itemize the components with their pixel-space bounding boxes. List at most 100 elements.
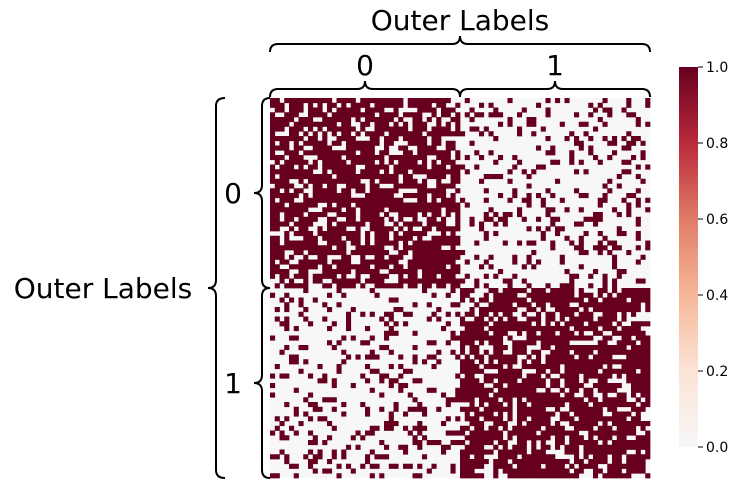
- heatmap-cell: [517, 131, 523, 137]
- heatmap-cell: [393, 221, 399, 227]
- heatmap-cell: [588, 302, 594, 308]
- top-outer-brace: [269, 35, 651, 53]
- heatmap-cell: [502, 307, 508, 313]
- heatmap-cell: [412, 221, 418, 227]
- heatmap-cell: [384, 136, 390, 142]
- heatmap-cell: [559, 468, 565, 474]
- heatmap-cell: [322, 121, 328, 127]
- heatmap-cell: [298, 107, 304, 113]
- heatmap-cell: [331, 278, 337, 284]
- heatmap-cell: [384, 454, 390, 460]
- heatmap-cell: [403, 150, 409, 156]
- heatmap-cell: [350, 155, 356, 161]
- heatmap-cell: [536, 406, 542, 412]
- heatmap-cell: [374, 273, 380, 279]
- heatmap-cell: [360, 207, 366, 213]
- heatmap-cell: [336, 288, 342, 294]
- heatmap-cell: [431, 207, 437, 213]
- heatmap-cell: [289, 117, 295, 123]
- heatmap-cell: [350, 250, 356, 256]
- heatmap-cell: [621, 402, 627, 408]
- heatmap-cell: [593, 364, 599, 370]
- heatmap-cell: [279, 121, 285, 127]
- heatmap-cell: [521, 430, 527, 436]
- heatmap-cell: [417, 183, 423, 189]
- heatmap-cell: [521, 435, 527, 441]
- heatmap-cell: [422, 193, 428, 199]
- heatmap-cell: [536, 473, 542, 479]
- heatmap-cell: [412, 397, 418, 403]
- heatmap-cell: [455, 216, 461, 222]
- heatmap-cell: [593, 406, 599, 412]
- heatmap-cell: [388, 136, 394, 142]
- heatmap-cell: [369, 278, 375, 284]
- heatmap-cell: [303, 226, 309, 232]
- heatmap-cell: [398, 307, 404, 313]
- heatmap-cell: [607, 397, 613, 403]
- heatmap-cell: [597, 383, 603, 389]
- heatmap-cell: [597, 406, 603, 412]
- heatmap-cell: [293, 102, 299, 108]
- heatmap-cell: [417, 444, 423, 450]
- heatmap-cell: [635, 202, 641, 208]
- heatmap-cell: [384, 235, 390, 241]
- heatmap-cell: [350, 221, 356, 227]
- heatmap-cell: [289, 102, 295, 108]
- heatmap-cell: [331, 207, 337, 213]
- heatmap-cell: [574, 406, 580, 412]
- heatmap-cell: [426, 254, 432, 260]
- heatmap-cell: [602, 302, 608, 308]
- heatmap-cell: [317, 259, 323, 265]
- heatmap-cell: [635, 307, 641, 313]
- heatmap-cell: [469, 430, 475, 436]
- heatmap-cell: [631, 112, 637, 118]
- heatmap-cell: [398, 216, 404, 222]
- heatmap-cell: [417, 254, 423, 260]
- heatmap-cell: [384, 345, 390, 351]
- heatmap-cell: [493, 112, 499, 118]
- heatmap-cell: [474, 126, 480, 132]
- heatmap-cell: [488, 216, 494, 222]
- heatmap-cell: [574, 430, 580, 436]
- heatmap-cell: [369, 136, 375, 142]
- heatmap-cell: [507, 392, 513, 398]
- heatmap-cell: [517, 288, 523, 294]
- heatmap-cell: [559, 316, 565, 322]
- heatmap-cell: [312, 440, 318, 446]
- heatmap-cell: [550, 193, 556, 199]
- heatmap-cell: [284, 307, 290, 313]
- heatmap-cell: [531, 416, 537, 422]
- heatmap-cell: [564, 368, 570, 374]
- heatmap-cell: [593, 449, 599, 455]
- heatmap-cell: [517, 440, 523, 446]
- heatmap-cell: [526, 435, 532, 441]
- heatmap-cell: [289, 183, 295, 189]
- heatmap-cell: [555, 326, 561, 332]
- heatmap-cell: [450, 463, 456, 469]
- heatmap-cell: [464, 387, 470, 393]
- heatmap-cell: [384, 335, 390, 341]
- heatmap-cell: [284, 269, 290, 275]
- heatmap-cell: [284, 273, 290, 279]
- heatmap-cell: [450, 259, 456, 265]
- heatmap-cell: [293, 121, 299, 127]
- heatmap-cell: [550, 397, 556, 403]
- heatmap-cell: [464, 425, 470, 431]
- heatmap-cell: [322, 254, 328, 260]
- heatmap-cell: [626, 102, 632, 108]
- heatmap-cell: [341, 273, 347, 279]
- heatmap-cell: [493, 435, 499, 441]
- heatmap-cell: [426, 278, 432, 284]
- heatmap-cell: [379, 273, 385, 279]
- heatmap-cell: [308, 373, 314, 379]
- heatmap-cell: [540, 235, 546, 241]
- heatmap-cell: [341, 245, 347, 251]
- heatmap-cell: [574, 459, 580, 465]
- heatmap-cell: [536, 297, 542, 303]
- heatmap-cell: [512, 454, 518, 460]
- heatmap-cell: [536, 463, 542, 469]
- heatmap-cell: [412, 406, 418, 412]
- heatmap-cell: [450, 254, 456, 260]
- heatmap-cell: [331, 183, 337, 189]
- heatmap-cell: [346, 112, 352, 118]
